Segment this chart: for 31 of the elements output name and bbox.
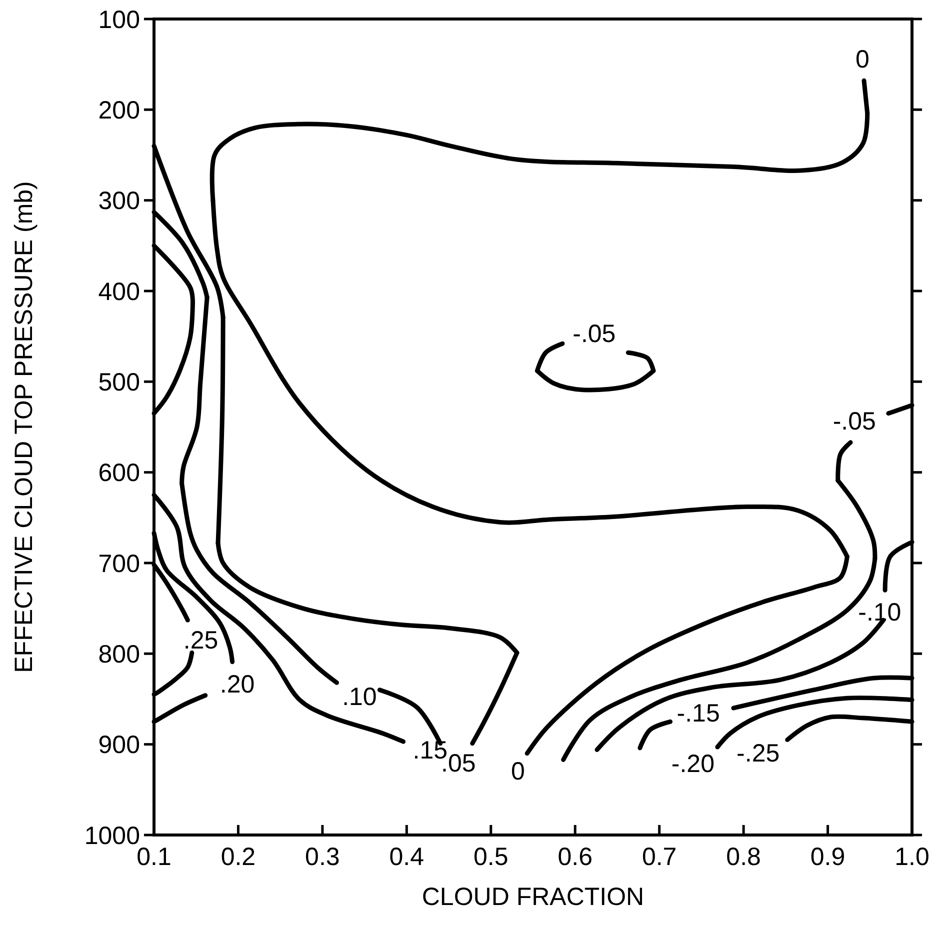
x-tick-label: 0.6 — [558, 843, 592, 871]
x-tick-label: 0.5 — [474, 843, 508, 871]
x-tick-label: 0.7 — [642, 843, 677, 871]
series-label: -.10 — [858, 598, 902, 627]
y-tick-label: 800 — [98, 640, 140, 668]
series-label: 0 — [856, 46, 870, 74]
series-label: .20 — [220, 670, 255, 698]
y-tick-label: 500 — [98, 368, 140, 396]
x-tick-label: 0.3 — [305, 843, 340, 871]
y-tick-label: 100 — [98, 6, 140, 34]
y-tick-label: 400 — [98, 278, 140, 306]
series-label: 0 — [511, 758, 525, 786]
x-axis-title: CLOUD FRACTION — [422, 883, 644, 911]
x-tick-label: 0.4 — [389, 843, 424, 871]
series-label: -.25 — [736, 739, 780, 768]
y-tick-label: 700 — [98, 550, 140, 578]
series-label: -.15 — [676, 700, 720, 728]
x-tick-label: 0.9 — [810, 843, 846, 871]
series-label: -.20 — [671, 750, 714, 778]
y-tick-label: 200 — [98, 96, 140, 124]
x-tick-label: 1.0 — [894, 843, 930, 871]
series-label: .25 — [183, 626, 218, 654]
x-tick-label: 0.8 — [726, 843, 761, 871]
x-tick-label: 0.2 — [220, 843, 256, 871]
y-tick-label: 300 — [98, 187, 140, 216]
series-label: .10 — [342, 683, 377, 712]
y-tick-label: 600 — [98, 459, 140, 488]
series-label: -.05 — [832, 407, 876, 436]
y-axis-title: EFFECTIVE CLOUD TOP PRESSURE (mb) — [10, 181, 38, 673]
y-tick-label: 900 — [98, 731, 140, 760]
series-label: -.05 — [572, 320, 616, 348]
